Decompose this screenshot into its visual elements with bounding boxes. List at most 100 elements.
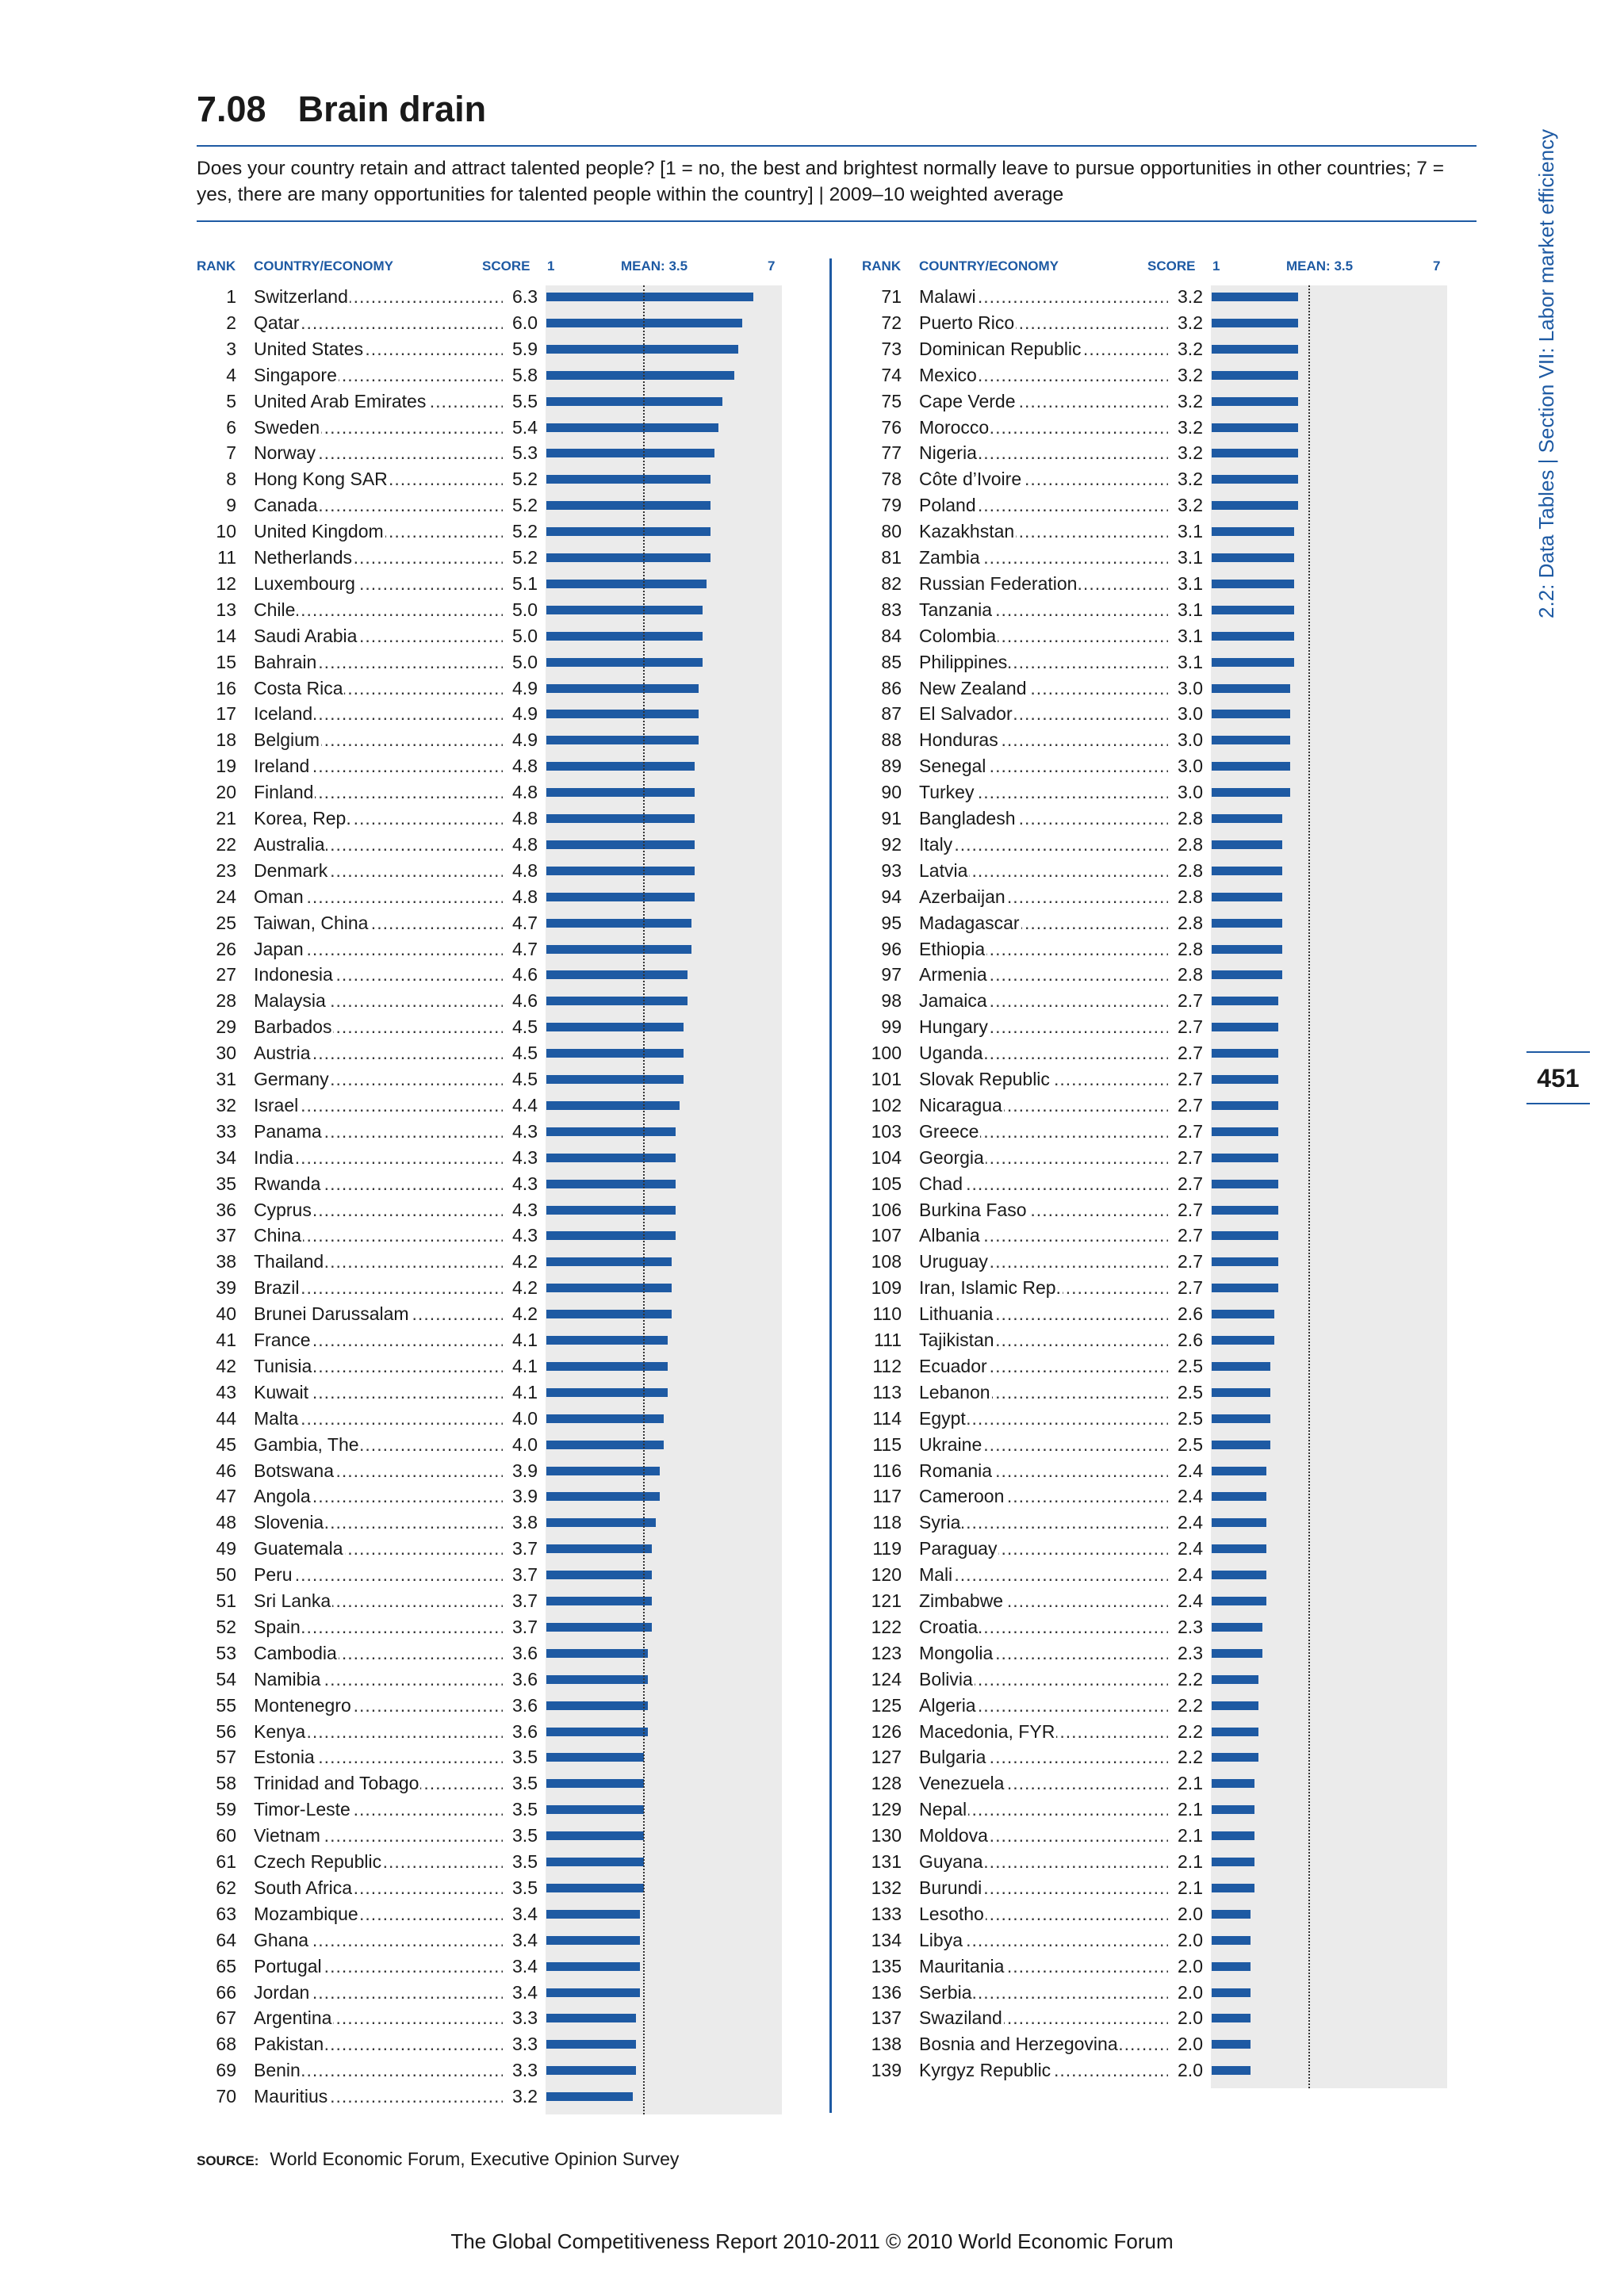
score-cell: 2.0 (1178, 1981, 1203, 2003)
score-cell: 5.0 (512, 625, 538, 646)
country-cell: ........................................… (919, 284, 1168, 310)
country-cell: ........................................… (919, 675, 1168, 702)
score-bar (1212, 1361, 1270, 1371)
rank-cell: 45 (216, 1433, 236, 1455)
score-bar (546, 1753, 645, 1762)
score-cell: 2.7 (1178, 1069, 1203, 1089)
score-bar (1212, 1805, 1255, 1815)
score-bar (546, 1909, 641, 1919)
score-cell: 2.1 (1178, 1851, 1203, 1872)
country-name: Ethiopia (919, 938, 987, 959)
rank-cell: 129 (871, 1799, 902, 1820)
country-cell: ........................................… (254, 1562, 503, 1588)
country-cell: ........................................… (254, 1823, 503, 1849)
score-cell: 2.8 (1178, 886, 1203, 907)
country-cell: ........................................… (254, 1040, 503, 1066)
score-cell: 3.3 (512, 2060, 538, 2081)
score-bar (546, 1622, 653, 1632)
subtitle-rule (197, 220, 1477, 222)
country-name: Kuwait (254, 1381, 311, 1402)
country-cell: ........................................… (254, 597, 503, 623)
country-cell: ........................................… (919, 1980, 1168, 2006)
score-bar (1212, 1779, 1255, 1789)
score-bar (546, 736, 699, 745)
country-name: Ghana (254, 1929, 311, 1950)
rank-cell: 14 (216, 625, 236, 646)
score-cell: 2.0 (1178, 1955, 1203, 1976)
score-bar (1212, 1753, 1259, 1762)
country-cell: ........................................… (919, 962, 1168, 988)
rank-cell: 47 (216, 1486, 236, 1507)
country-cell: ........................................… (254, 1797, 503, 1823)
country-name: Côte d’Ivoire (919, 469, 1024, 490)
rank-cell: 20 (216, 782, 236, 803)
score-bar (1212, 501, 1298, 511)
header-country: COUNTRY/ECONOMY (919, 258, 1059, 274)
country-name: Chile (254, 599, 297, 620)
country-cell: ........................................… (919, 988, 1168, 1014)
country-name: Czech Republic (254, 1851, 384, 1872)
country-name: Bolivia (919, 1668, 975, 1689)
score-bar (1212, 840, 1282, 849)
country-cell: ........................................… (919, 1640, 1168, 1667)
score-bar (1212, 553, 1294, 562)
country-name: Armenia (919, 964, 989, 985)
country-name: Bosnia and Herzegovina (919, 2034, 1120, 2055)
score-cell: 4.3 (512, 1225, 538, 1246)
score-cell: 2.7 (1178, 1173, 1203, 1194)
rank-cell: 10 (216, 521, 236, 542)
country-cell: ........................................… (254, 1171, 503, 1197)
country-name: United States (254, 338, 366, 359)
country-cell: ........................................… (254, 779, 503, 806)
score-bar (546, 1674, 649, 1684)
rank-cell: 23 (216, 859, 236, 881)
score-cell: 3.1 (1178, 625, 1203, 646)
score-bar (546, 1153, 676, 1162)
leader-dots: ........................................… (919, 1564, 1168, 1586)
country-cell: ........................................… (254, 1275, 503, 1301)
score-cell: 2.4 (1178, 1590, 1203, 1611)
country-cell: ........................................… (254, 1875, 503, 1901)
score-bar (1212, 396, 1298, 406)
rank-cell: 113 (872, 1381, 902, 1402)
rank-cell: 4 (226, 364, 236, 385)
score-cell: 2.4 (1178, 1512, 1203, 1533)
country-cell: ........................................… (919, 779, 1168, 806)
rank-cell: 85 (881, 651, 902, 672)
country-name: Slovenia (254, 1512, 326, 1533)
score-bar (1212, 1544, 1267, 1554)
country-cell: ........................................… (919, 1614, 1168, 1640)
country-cell: ........................................… (919, 1145, 1168, 1171)
score-cell: 3.6 (512, 1720, 538, 1742)
rank-cell: 104 (871, 1146, 902, 1168)
country-name: Syria (919, 1512, 963, 1533)
score-bar (1212, 788, 1290, 798)
rank-cell: 131 (871, 1851, 902, 1872)
country-cell: ........................................… (919, 884, 1168, 910)
rank-cell: 2 (226, 312, 236, 333)
country-cell: ........................................… (254, 1014, 503, 1040)
rank-cell: 138 (871, 2034, 902, 2055)
country-cell: ........................................… (254, 1197, 503, 1223)
score-bar (546, 449, 715, 458)
rank-cell: 75 (881, 390, 902, 411)
score-bar (1212, 1179, 1278, 1188)
rank-cell: 37 (216, 1225, 236, 1246)
score-bar (1212, 1023, 1278, 1032)
country-name: Senegal (919, 756, 988, 777)
country-cell: ........................................… (254, 988, 503, 1014)
score-bar (1212, 605, 1294, 614)
country-name: Korea, Rep. (254, 808, 353, 828)
score-bar (1212, 710, 1290, 719)
rank-cell: 91 (881, 808, 902, 828)
country-cell: ........................................… (254, 2084, 503, 2110)
rank-cell: 118 (872, 1512, 902, 1533)
country-cell: ........................................… (254, 492, 503, 519)
score-bar (1212, 944, 1282, 954)
country-name: Costa Rica (254, 677, 345, 698)
score-cell: 4.8 (512, 756, 538, 777)
rank-cell: 94 (881, 886, 902, 907)
rank-cell: 63 (216, 1903, 236, 1924)
rank-cell: 87 (881, 703, 902, 725)
score-bar (1212, 1153, 1278, 1162)
